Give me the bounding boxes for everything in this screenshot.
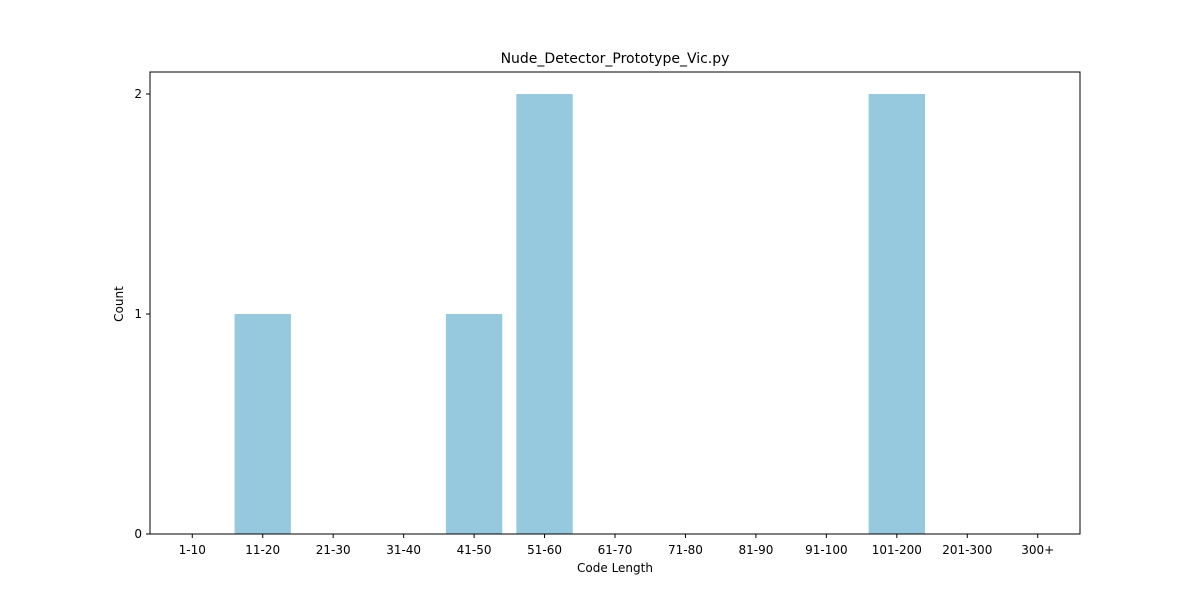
x-tick-label: 61-70 (598, 543, 633, 557)
x-tick-label: 11-20 (245, 543, 280, 557)
x-axis-label: Code Length (577, 561, 653, 575)
chart-title: Nude_Detector_Prototype_Vic.py (501, 51, 730, 67)
y-tick-label: 0 (134, 527, 142, 541)
x-tick-label: 81-90 (738, 543, 773, 557)
x-tick-label: 41-50 (457, 543, 492, 557)
y-tick-label: 2 (134, 87, 142, 101)
bar-101-200 (868, 94, 925, 534)
y-tick-label: 1 (134, 307, 142, 321)
x-tick-label: 201-300 (942, 543, 992, 557)
x-tick-label: 21-30 (316, 543, 351, 557)
bar-51-60 (516, 94, 573, 534)
y-axis-label: Count (112, 286, 126, 322)
bar-41-50 (445, 314, 503, 534)
x-tick-label: 300+ (1021, 543, 1054, 557)
bar-11-20 (234, 314, 291, 534)
x-tick-label: 51-60 (527, 543, 562, 557)
x-axis: 1-10 11-20 21-30 31-40 41-50 51-60 61-70 71-80 8… (179, 534, 1054, 557)
y-axis: 0 1 2 (134, 87, 150, 541)
x-tick-label: 31-40 (386, 543, 421, 557)
x-tick-label: 91-100 (805, 543, 848, 557)
x-tick-label: 1-10 (179, 543, 206, 557)
x-tick-label: 71-80 (668, 543, 703, 557)
x-tick-label: 101-200 (872, 543, 922, 557)
bars-group (234, 94, 925, 534)
